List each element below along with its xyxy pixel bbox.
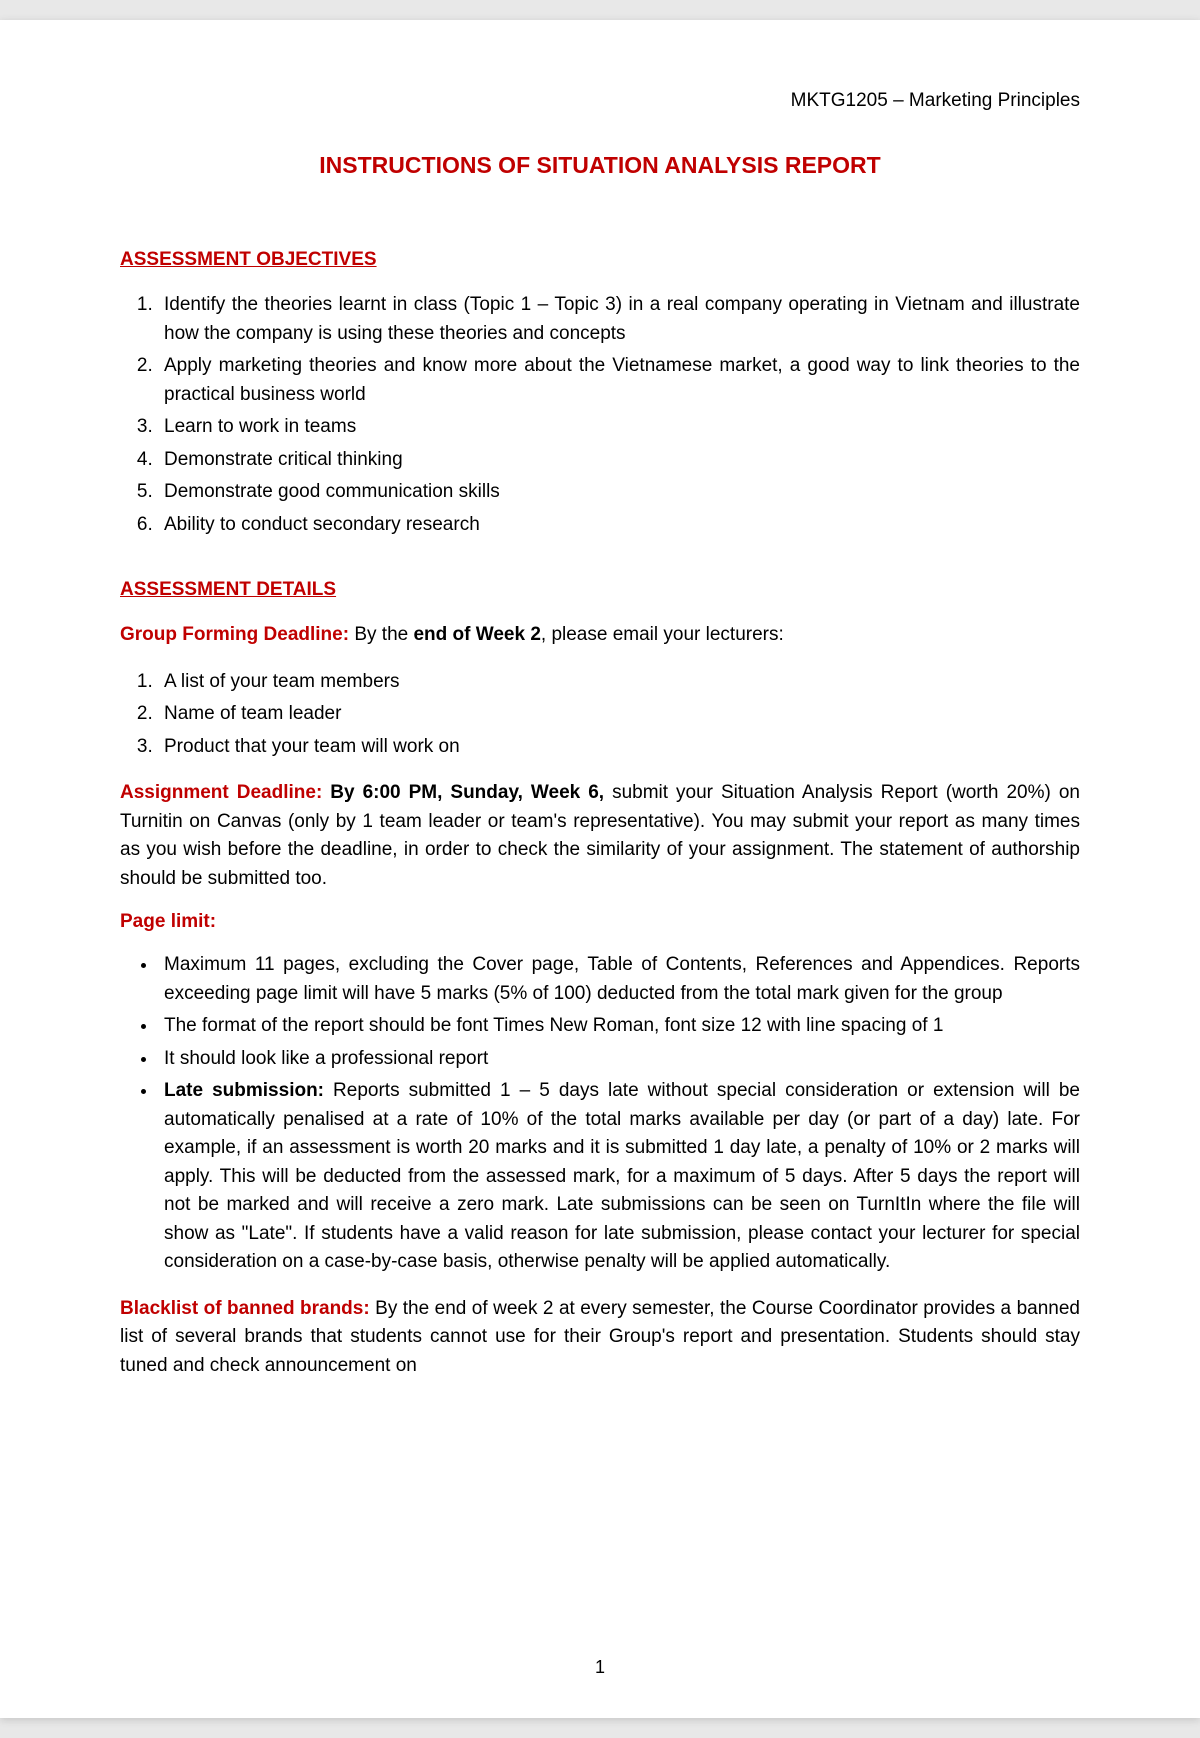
document-title: INSTRUCTIONS OF SITUATION ANALYSIS REPOR… bbox=[120, 152, 1080, 179]
blacklist-label: Blacklist of banned brands: bbox=[120, 1298, 370, 1319]
list-item: Ability to conduct secondary research bbox=[158, 511, 1080, 540]
list-item: Learn to work in teams bbox=[158, 413, 1080, 442]
group-items-list: A list of your team members Name of team… bbox=[120, 668, 1080, 762]
list-item: Identify the theories learnt in class (T… bbox=[158, 291, 1080, 348]
page-limit-list: Maximum 11 pages, excluding the Cover pa… bbox=[120, 951, 1080, 1277]
list-item: Demonstrate good communication skills bbox=[158, 478, 1080, 507]
list-item: Product that your team will work on bbox=[158, 733, 1080, 762]
group-forming-bold: end of Week 2 bbox=[413, 624, 540, 645]
list-item-text: The format of the report should be font … bbox=[164, 1015, 943, 1036]
list-item: Name of team leader bbox=[158, 700, 1080, 729]
list-item: Apply marketing theories and know more a… bbox=[158, 352, 1080, 409]
group-forming-suffix: , please email your lecturers: bbox=[541, 624, 784, 645]
assignment-deadline-label: Assignment Deadline: bbox=[120, 782, 322, 803]
details-heading: ASSESSMENT DETAILS bbox=[120, 579, 1080, 601]
assignment-deadline-para: Assignment Deadline: By 6:00 PM, Sunday,… bbox=[120, 779, 1080, 893]
blacklist-para: Blacklist of banned brands: By the end o… bbox=[120, 1295, 1080, 1381]
list-item: Late submission: Reports submitted 1 – 5… bbox=[158, 1077, 1080, 1277]
group-forming-label: Group Forming Deadline: bbox=[120, 624, 349, 645]
objectives-section: ASSESSMENT OBJECTIVES Identify the theor… bbox=[120, 249, 1080, 539]
page-limit-heading: Page limit: bbox=[120, 911, 1080, 933]
late-submission-label: Late submission: bbox=[164, 1080, 324, 1101]
objectives-heading: ASSESSMENT OBJECTIVES bbox=[120, 249, 1080, 271]
group-forming-prefix: By the bbox=[349, 624, 413, 645]
details-section: ASSESSMENT DETAILS Group Forming Deadlin… bbox=[120, 579, 1080, 1380]
list-item: Maximum 11 pages, excluding the Cover pa… bbox=[158, 951, 1080, 1008]
assignment-deadline-bold: By 6:00 PM, Sunday, Week 6, bbox=[322, 782, 612, 803]
list-item-text: Reports submitted 1 – 5 days late withou… bbox=[164, 1080, 1080, 1272]
list-item: The format of the report should be font … bbox=[158, 1012, 1080, 1041]
list-item: It should look like a professional repor… bbox=[158, 1045, 1080, 1074]
objectives-list: Identify the theories learnt in class (T… bbox=[120, 291, 1080, 539]
list-item-text: It should look like a professional repor… bbox=[164, 1048, 488, 1069]
list-item: Demonstrate critical thinking bbox=[158, 446, 1080, 475]
page-number: 1 bbox=[0, 1657, 1200, 1678]
document-page: MKTG1205 – Marketing Principles INSTRUCT… bbox=[0, 20, 1200, 1718]
list-item: A list of your team members bbox=[158, 668, 1080, 697]
group-forming-para: Group Forming Deadline: By the end of We… bbox=[120, 621, 1080, 650]
list-item-text: Maximum 11 pages, excluding the Cover pa… bbox=[164, 954, 1080, 1004]
course-header: MKTG1205 – Marketing Principles bbox=[120, 90, 1080, 112]
